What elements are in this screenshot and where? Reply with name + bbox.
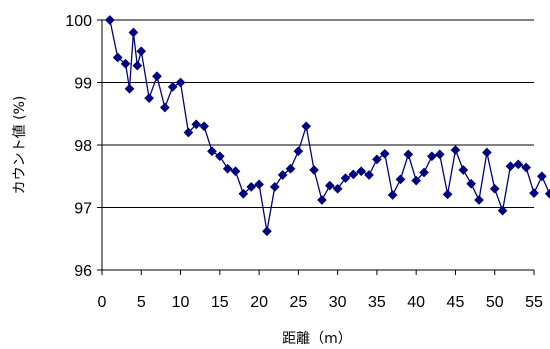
data-point-0-29	[316, 195, 327, 205]
x-tick-label-40: 40	[407, 294, 425, 311]
data-point-0-37	[379, 148, 390, 159]
data-point-0-21	[254, 179, 265, 190]
data-point-0-56	[529, 188, 539, 199]
data-point-0-46	[450, 145, 461, 155]
data-point-0-39	[395, 174, 406, 185]
data-point-0-53	[505, 161, 516, 172]
data-point-0-22	[261, 226, 272, 237]
data-point-0-52	[497, 205, 508, 216]
x-tick-label-15: 15	[211, 294, 229, 311]
data-point-0-40	[403, 149, 414, 160]
y-axis-label: カウント値 (%)	[12, 96, 28, 195]
data-point-0-8	[152, 71, 162, 82]
data-point-0-50	[481, 147, 492, 158]
data-point-0-34	[356, 166, 367, 177]
data-point-0-43	[426, 151, 437, 162]
y-tick-labels: 96 97 98 99 100	[65, 13, 92, 280]
data-point-0-18	[230, 166, 241, 177]
x-tick-label-55: 55	[525, 294, 543, 311]
y-tick-label-96: 96	[74, 263, 92, 280]
data-point-0-4	[128, 27, 139, 38]
data-point-0-55	[521, 162, 532, 173]
data-point-0-35	[364, 170, 375, 180]
data-point-0-54	[513, 159, 524, 170]
y-tick-label-100: 100	[65, 13, 92, 30]
data-point-0-13	[191, 119, 202, 130]
data-point-0-6	[136, 46, 147, 57]
data-point-0-14	[199, 121, 210, 132]
x-tick-label-35: 35	[368, 294, 386, 311]
y-tick-label-98: 98	[74, 138, 92, 155]
data-point-0-31	[332, 183, 343, 194]
data-point-0-3	[124, 83, 135, 94]
data-point-0-24	[277, 170, 288, 180]
data-point-0-32	[340, 173, 351, 184]
data-point-0-2	[120, 58, 131, 69]
data-point-0-26	[293, 146, 304, 157]
data-point-0-25	[285, 163, 296, 174]
data-point-0-11	[175, 77, 186, 88]
x-tick-label-45: 45	[447, 294, 465, 311]
data-point-0-38	[387, 190, 398, 200]
x-tick-label-10: 10	[172, 294, 190, 311]
series-group	[104, 15, 550, 237]
data-point-0-45	[442, 189, 453, 200]
x-tick-label-30: 30	[329, 294, 347, 311]
data-point-0-5	[132, 60, 143, 71]
data-point-0-33	[348, 169, 359, 180]
data-point-0-9	[159, 102, 170, 113]
data-point-0-44	[434, 149, 445, 160]
x-tick-label-25: 25	[289, 294, 307, 311]
data-point-0-57	[536, 171, 547, 182]
data-point-0-17	[222, 163, 233, 174]
data-point-0-30	[324, 180, 335, 191]
x-tick-label-0: 0	[98, 294, 107, 311]
data-point-0-36	[371, 154, 382, 165]
x-tick-label-5: 5	[137, 294, 146, 311]
axes	[97, 19, 535, 275]
x-tick-label-50: 50	[486, 294, 504, 311]
x-tick-label-20: 20	[250, 294, 268, 311]
data-point-0-10	[167, 81, 178, 92]
data-point-0-48	[466, 178, 477, 189]
data-point-0-15	[207, 146, 217, 157]
data-point-0-47	[458, 165, 469, 175]
data-point-0-1	[112, 52, 123, 63]
y-tick-label-97: 97	[74, 201, 92, 218]
data-point-0-51	[489, 183, 500, 194]
data-point-0-42	[419, 167, 429, 178]
data-point-0-0	[104, 15, 115, 25]
data-point-0-27	[301, 121, 312, 132]
data-point-0-49	[474, 195, 484, 205]
data-point-0-28	[309, 165, 320, 175]
data-point-0-20	[246, 181, 257, 192]
data-point-0-23	[269, 181, 280, 192]
data-point-0-19	[238, 188, 249, 199]
data-point-0-12	[183, 127, 194, 138]
x-tick-labels: 0 5 10 15 20 25 30 35 40 45 50 55	[98, 294, 543, 311]
data-point-0-41	[411, 175, 422, 186]
data-point-0-7	[144, 93, 155, 104]
y-tick-label-99: 99	[74, 76, 92, 93]
x-axis-label: 距離（m）	[282, 330, 352, 347]
data-point-0-16	[214, 151, 225, 162]
